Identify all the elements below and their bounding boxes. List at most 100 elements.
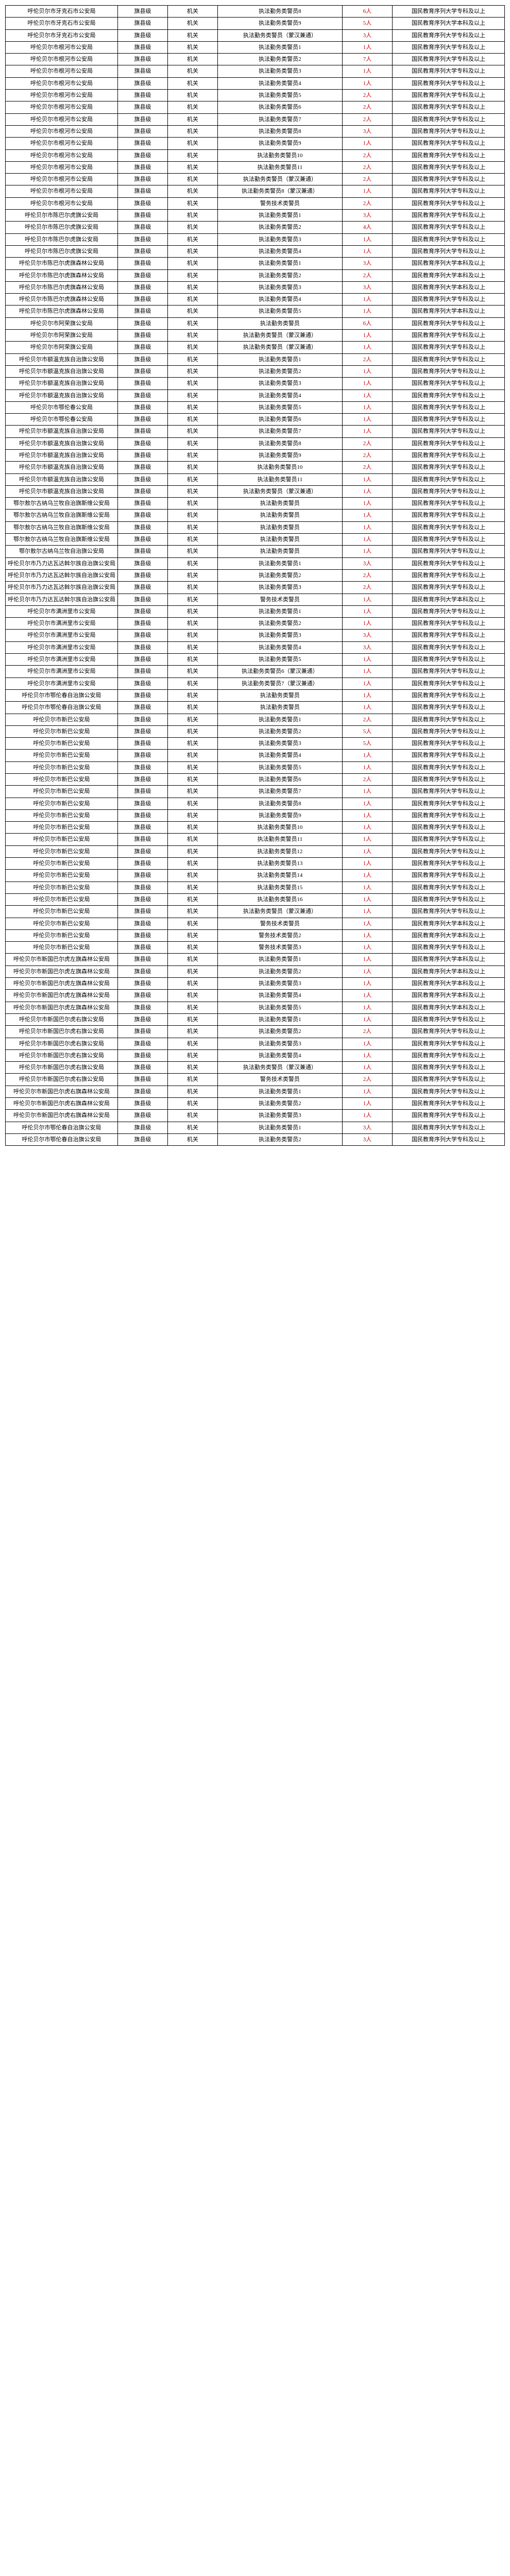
level-cell: 旗县级 <box>118 1122 168 1133</box>
count-cell: 2人 <box>343 161 393 173</box>
count-cell: 3人 <box>343 29 393 41</box>
org-cell: 呼伦贝尔市新国巴尔虎右旗公安局 <box>6 1062 118 1074</box>
org-cell: 呼伦贝尔市陈巴尔虎旗森林公安局 <box>6 294 118 306</box>
position-cell: 执法勤务类警员5 <box>217 401 342 413</box>
position-cell: 执法勤务类警员14 <box>217 870 342 882</box>
org-cell: 呼伦贝尔市新巴公安局 <box>6 822 118 834</box>
edu-cell: 国民教育序列大学专科及以上 <box>392 761 504 773</box>
position-cell: 执法勤务类警员1 <box>217 41 342 53</box>
type-cell: 机关 <box>167 569 217 581</box>
position-cell: 执法勤务类警员7 <box>217 786 342 798</box>
level-cell: 旗县级 <box>118 954 168 965</box>
level-cell: 旗县级 <box>118 462 168 473</box>
position-cell: 执法勤务类警员3 <box>217 630 342 641</box>
count-cell: 1人 <box>343 245 393 257</box>
type-cell: 机关 <box>167 689 217 701</box>
table-row: 呼伦贝尔市新巴公安局旗县级机关执法勤务类警员141人国民教育序列大学专科及以上 <box>6 870 505 882</box>
level-cell: 旗县级 <box>118 510 168 521</box>
type-cell: 机关 <box>167 834 217 845</box>
table-row: 呼伦贝尔市根河市公安局旗县级机关执法勤务类警员62人国民教育序列大学专科及以上 <box>6 101 505 113</box>
type-cell: 机关 <box>167 714 217 725</box>
count-cell: 1人 <box>343 498 393 510</box>
level-cell: 旗县级 <box>118 365 168 377</box>
edu-cell: 国民教育序列大学本科及以上 <box>392 965 504 977</box>
org-cell: 呼伦贝尔市根河市公安局 <box>6 125 118 137</box>
table-row: 呼伦贝尔市新巴公安局旗县级机关执法勤务类警员161人国民教育序列大学专科及以上 <box>6 893 505 905</box>
count-cell: 2人 <box>343 449 393 461</box>
type-cell: 机关 <box>167 29 217 41</box>
count-cell: 3人 <box>343 210 393 222</box>
count-cell: 2人 <box>343 569 393 581</box>
org-cell: 呼伦贝尔市满洲里市公安局 <box>6 654 118 666</box>
level-cell: 旗县级 <box>118 138 168 149</box>
position-cell: 执法勤务类警员4 <box>217 990 342 1002</box>
count-cell: 1人 <box>343 330 393 342</box>
org-cell: 呼伦贝尔市鄂伦春自治旗公安局 <box>6 1122 118 1133</box>
org-cell: 呼伦贝尔市新国巴尔虎右旗森林公安局 <box>6 1098 118 1110</box>
position-cell: 执法勤务类警员4 <box>217 389 342 401</box>
level-cell: 旗县级 <box>118 594 168 605</box>
table-row: 呼伦贝尔市陈巴尔虎旗森林公安局旗县级机关执法勤务类警员22人国民教育序列大学本科… <box>6 269 505 281</box>
table-row: 呼伦贝尔市新巴公安局旗县级机关执法勤务类警员121人国民教育序列大学专科及以上 <box>6 845 505 857</box>
count-cell: 3人 <box>343 1133 393 1145</box>
level-cell: 旗县级 <box>118 401 168 413</box>
edu-cell: 国民教育序列大学专科及以上 <box>392 893 504 905</box>
table-row: 呼伦贝尔市根河市公安局旗县级机关执法勤务类警员41人国民教育序列大学专科及以上 <box>6 77 505 89</box>
org-cell: 呼伦贝尔市额温克族自治旗公安局 <box>6 473 118 485</box>
edu-cell: 国民教育序列大学专科及以上 <box>392 437 504 449</box>
level-cell: 旗县级 <box>118 90 168 101</box>
position-cell: 执法勤务类警员3 <box>217 738 342 750</box>
position-cell: 执法勤务类警员11 <box>217 834 342 845</box>
type-cell: 机关 <box>167 342 217 353</box>
count-cell: 1人 <box>343 546 393 557</box>
position-cell: 执法勤务类警员 <box>217 317 342 329</box>
position-cell: 执法勤务类警员3 <box>217 1038 342 1049</box>
table-row: 呼伦贝尔市阿荣旗公安局旗县级机关执法勤务类警员6人国民教育序列大学专科及以上 <box>6 317 505 329</box>
type-cell: 机关 <box>167 534 217 546</box>
org-cell: 呼伦贝尔市新国巴尔虎右旗公安局 <box>6 1013 118 1025</box>
org-cell: 呼伦贝尔市陈巴尔虎旗公安局 <box>6 233 118 245</box>
edu-cell: 国民教育序列大学本科及以上 <box>392 978 504 990</box>
table-row: 呼伦贝尔市新国巴尔虎右旗公安局旗县级机关执法勤务类警员41人国民教育序列大学专科… <box>6 1049 505 1061</box>
level-cell: 旗县级 <box>118 149 168 161</box>
level-cell: 旗县级 <box>118 125 168 137</box>
table-row: 呼伦贝尔市满洲里市公安局旗县级机关执法勤务类警员33人国民教育序列大学专科及以上 <box>6 630 505 641</box>
position-cell: 执法勤务类警员13 <box>217 858 342 870</box>
edu-cell: 国民教育序列大学专科及以上 <box>392 870 504 882</box>
count-cell: 3人 <box>343 1122 393 1133</box>
edu-cell: 国民教育序列大学专科及以上 <box>392 101 504 113</box>
table-row: 呼伦贝尔市满洲里市公安局旗县级机关执法勤务类警员11人国民教育序列大学专科及以上 <box>6 605 505 617</box>
org-cell: 呼伦贝尔市新巴公安局 <box>6 798 118 809</box>
position-cell: 执法勤务类警员2 <box>217 569 342 581</box>
table-row: 呼伦贝尔市根河市公安局旗县级机关执法勤务类警员8（蒙汉兼通）1人国民教育序列大学… <box>6 185 505 197</box>
type-cell: 机关 <box>167 965 217 977</box>
table-row: 呼伦贝尔市根河市公安局旗县级机关执法勤务类警员72人国民教育序列大学专科及以上 <box>6 113 505 125</box>
position-cell: 执法勤务类警员9 <box>217 18 342 29</box>
type-cell: 机关 <box>167 1002 217 1013</box>
type-cell: 机关 <box>167 90 217 101</box>
level-cell: 旗县级 <box>118 342 168 353</box>
edu-cell: 国民教育序列大学本科及以上 <box>392 990 504 1002</box>
edu-cell: 国民教育序列大学本科及以上 <box>392 306 504 317</box>
level-cell: 旗县级 <box>118 521 168 533</box>
edu-cell: 国民教育序列大学专科及以上 <box>392 342 504 353</box>
level-cell: 旗县级 <box>118 65 168 77</box>
org-cell: 鄂尔敖尔古纳乌兰牧自治旗斯维公安局 <box>6 521 118 533</box>
org-cell: 呼伦贝尔市陈巴尔虎旗公安局 <box>6 210 118 222</box>
position-cell: 执法勤务类警员 <box>217 689 342 701</box>
edu-cell: 国民教育序列大学专科及以上 <box>392 233 504 245</box>
position-cell: 执法勤务类警员（蒙汉兼通） <box>217 1062 342 1074</box>
level-cell: 旗县级 <box>118 389 168 401</box>
type-cell: 机关 <box>167 426 217 437</box>
edu-cell: 国民教育序列大学专科及以上 <box>392 414 504 426</box>
level-cell: 旗县级 <box>118 822 168 834</box>
org-cell: 呼伦贝尔市额温克族自治旗公安局 <box>6 485 118 497</box>
table-row: 呼伦贝尔市新巴公安局旗县级机关执法勤务类警员62人国民教育序列大学专科及以上 <box>6 774 505 786</box>
count-cell: 1人 <box>343 485 393 497</box>
level-cell: 旗县级 <box>118 353 168 365</box>
count-cell: 1人 <box>343 534 393 546</box>
table-row: 呼伦贝尔市满洲里市公安局旗县级机关执法勤务类警员43人国民教育序列大学专科及以上 <box>6 641 505 653</box>
count-cell: 1人 <box>343 378 393 389</box>
count-cell: 3人 <box>343 281 393 293</box>
type-cell: 机关 <box>167 222 217 233</box>
